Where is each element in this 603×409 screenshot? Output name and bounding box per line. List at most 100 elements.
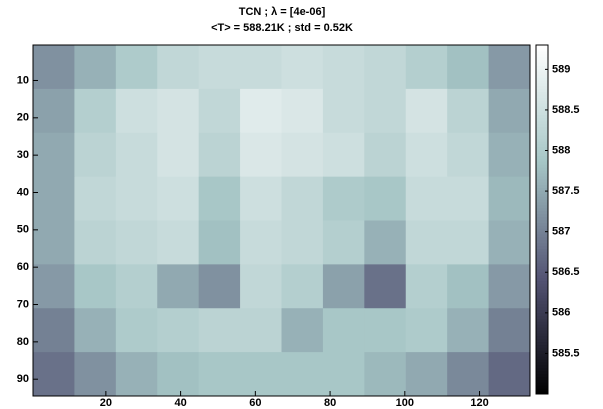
heat-cell [157, 220, 200, 265]
heat-cell [447, 352, 490, 397]
colorbar-step [536, 222, 548, 226]
colorbar-step [536, 260, 548, 264]
colorbar-step [536, 234, 548, 238]
colorbar-step [536, 106, 548, 110]
colorbar-step [536, 190, 548, 194]
heat-cell [322, 132, 365, 178]
heat-cell [157, 45, 200, 90]
colorbar-step [536, 263, 548, 267]
heat-cell [157, 176, 200, 221]
colorbar-step [536, 391, 548, 395]
colorbar-step [536, 114, 548, 119]
heat-cell [33, 308, 75, 353]
colorbar-tick-label: 589 [552, 63, 570, 75]
colorbar-tick-label: 585.5 [552, 347, 580, 359]
colorbar-step [536, 164, 548, 168]
colorbar-step [536, 53, 548, 58]
colorbar-step [536, 47, 548, 52]
colorbar-step [536, 335, 548, 340]
y-tick-label: 70 [17, 298, 29, 310]
heat-cell [281, 264, 324, 309]
colorbar-step [536, 152, 548, 157]
colorbar-step [536, 193, 548, 197]
colorbar-step [536, 266, 548, 270]
colorbar-step [536, 85, 548, 90]
heat-cell [447, 45, 490, 90]
colorbar-step [536, 338, 548, 343]
colorbar-step [536, 74, 548, 78]
colorbar-step [536, 117, 548, 122]
heat-cell [488, 308, 531, 353]
colorbar-step [536, 373, 548, 378]
colorbar-step [536, 324, 548, 328]
colorbar-step [536, 330, 548, 334]
heat-cell [240, 352, 282, 397]
heat-cell [198, 45, 241, 90]
heat-cell [488, 220, 531, 265]
heat-cell [322, 220, 365, 265]
colorbar-step [536, 385, 548, 389]
heat-cell [74, 220, 117, 265]
colorbar-step [536, 149, 548, 154]
heat-cell [115, 176, 158, 221]
colorbar-step [536, 120, 548, 125]
colorbar-step [536, 356, 548, 360]
heat-cell [364, 132, 407, 178]
heat-cell [364, 220, 407, 265]
heat-cell [364, 88, 407, 134]
heat-cell [488, 176, 531, 221]
y-tick-label: 60 [17, 261, 29, 273]
colorbar-step [536, 167, 548, 171]
colorbar-step [536, 350, 548, 354]
colorbar-step [536, 65, 548, 69]
colorbar-step [536, 367, 548, 372]
heat-cell [405, 132, 448, 178]
heat-cell [157, 264, 200, 309]
heat-cell [198, 308, 241, 353]
colorbar-tick-label: 588.5 [552, 104, 580, 116]
colorbar-step [536, 138, 548, 142]
heat-cell [157, 88, 200, 134]
colorbar-step [536, 379, 548, 383]
heat-cell [322, 88, 365, 134]
y-tick-label: 40 [17, 186, 29, 198]
colorbar-step [536, 204, 548, 209]
colorbar-step [536, 155, 548, 159]
heat-cell [198, 132, 241, 178]
heat-cell [33, 45, 75, 90]
colorbar-step [536, 170, 548, 174]
colorbar-step [536, 231, 548, 235]
colorbar-step [536, 50, 548, 55]
colorbar-step [536, 216, 548, 220]
colorbar-step [536, 289, 548, 293]
heat-cell [405, 308, 448, 353]
colorbar-step [536, 225, 548, 229]
heat-cell [447, 176, 490, 221]
colorbar-step [536, 94, 548, 98]
colorbar-step [536, 79, 548, 84]
colorbar-tick-label: 587.5 [552, 185, 580, 197]
colorbar-step [536, 146, 548, 151]
heat-cell [115, 220, 158, 265]
colorbar-step [536, 126, 548, 130]
heat-cell [240, 132, 282, 178]
colorbar-step [536, 245, 548, 250]
heat-cell [322, 352, 365, 397]
colorbar-step [536, 213, 548, 218]
heat-cell [157, 308, 200, 353]
heat-cell [281, 176, 324, 221]
heat-cell [115, 132, 158, 178]
heat-cell [33, 220, 75, 265]
colorbar-step [536, 268, 548, 273]
colorbar-step [536, 207, 548, 212]
heat-cell [115, 352, 158, 397]
colorbar-step [536, 76, 548, 81]
colorbar-step [536, 300, 548, 305]
colorbar-step [536, 353, 548, 357]
heat-cell [240, 45, 282, 90]
colorbar-step [536, 280, 548, 284]
heat-cell [240, 308, 282, 353]
colorbar-step [536, 71, 548, 75]
heat-cell [281, 220, 324, 265]
